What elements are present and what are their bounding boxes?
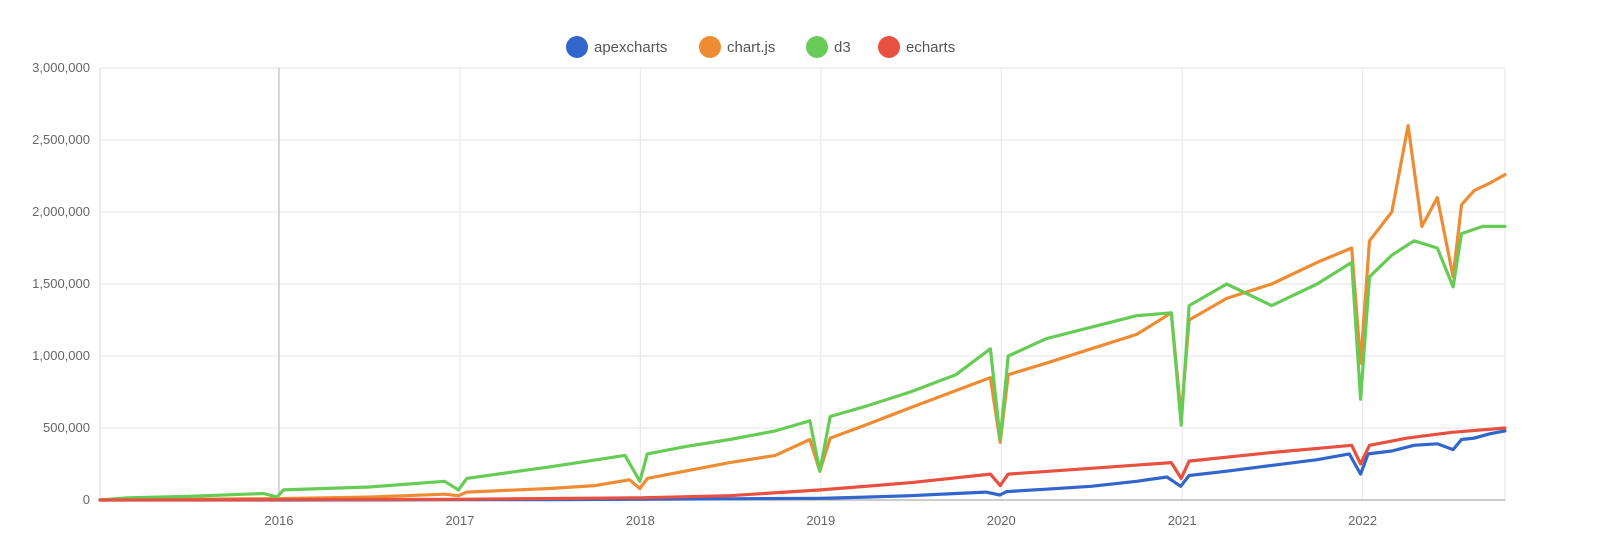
series-line-echarts xyxy=(98,426,1507,502)
legend-label: apexcharts xyxy=(594,39,667,56)
grid-lines xyxy=(100,67,1506,501)
y-tick-label: 3,000,000 xyxy=(32,60,90,75)
legend-label: d3 xyxy=(834,39,851,56)
x-tick-label: 2017 xyxy=(445,513,474,528)
y-tick-label: 500,000 xyxy=(43,420,90,435)
y-tick-label: 1,000,000 xyxy=(32,348,90,363)
legend-item[interactable]: apexcharts xyxy=(566,36,667,58)
x-tick-label: 2016 xyxy=(265,513,294,528)
y-tick-label: 2,000,000 xyxy=(32,204,90,219)
y-tick-label: 2,500,000 xyxy=(32,132,90,147)
x-tick-label: 2021 xyxy=(1168,513,1197,528)
x-tick-label: 2022 xyxy=(1348,513,1377,528)
legend-item[interactable]: chart.js xyxy=(699,36,775,58)
legend-swatch xyxy=(699,36,721,58)
x-tick-label: 2018 xyxy=(626,513,655,528)
legend-item[interactable]: d3 xyxy=(806,36,851,58)
y-tick-label: 0 xyxy=(83,492,90,507)
axes: 0 500,000 1,000,000 1,500,000 2,000,000 2,500… xyxy=(32,60,1505,528)
series-line-d3 xyxy=(98,224,1507,502)
legend-swatch xyxy=(878,36,900,58)
legend-swatch xyxy=(566,36,588,58)
x-tick-label: 2020 xyxy=(987,513,1016,528)
x-tick-label: 2019 xyxy=(806,513,835,528)
legend-item[interactable]: echarts xyxy=(878,36,955,58)
y-tick-label: 1,500,000 xyxy=(32,276,90,291)
legend-label: echarts xyxy=(906,39,955,56)
legend: apexcharts chart.js d3 echarts xyxy=(566,36,955,58)
legend-label: chart.js xyxy=(727,39,775,56)
legend-swatch xyxy=(806,36,828,58)
series-lines xyxy=(98,124,1507,502)
series-line-chart-js xyxy=(98,124,1507,502)
